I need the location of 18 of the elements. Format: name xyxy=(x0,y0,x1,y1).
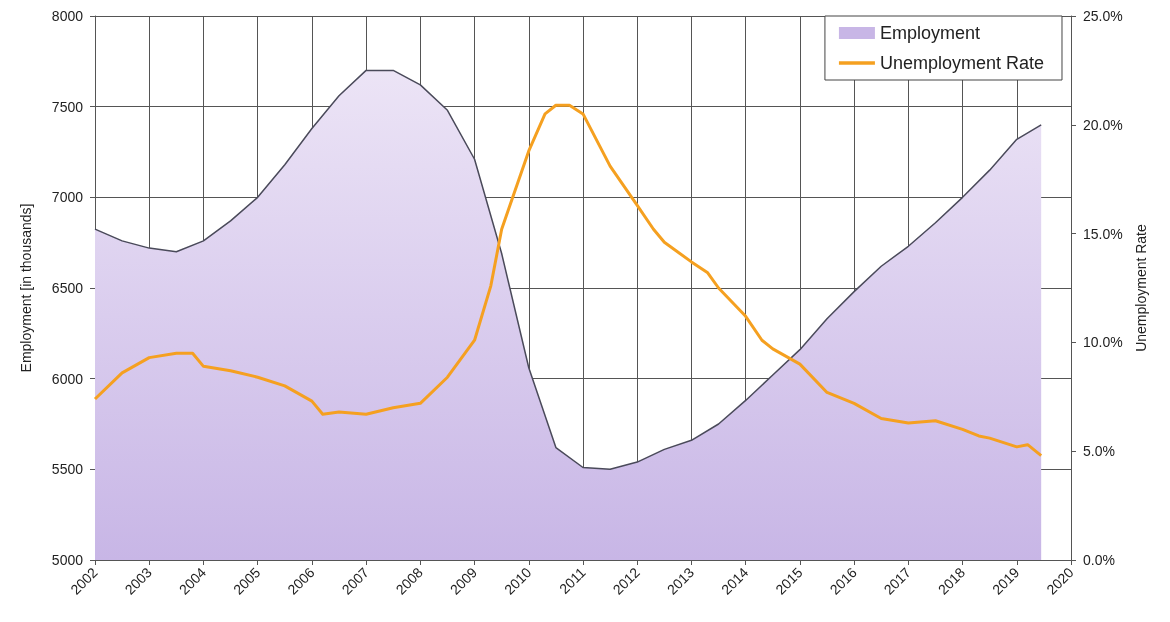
y-tick-label: 5000 xyxy=(51,552,84,568)
y-tick-label: 7500 xyxy=(51,98,84,115)
y-tick-label: 8000 xyxy=(51,8,84,24)
legend-label: Employment xyxy=(879,23,980,43)
y2-tick-label: 5.0% xyxy=(1083,443,1115,460)
y-axis-title: Employment [in thousands] xyxy=(18,203,34,373)
y-tick-label: 6500 xyxy=(51,280,84,296)
y2-axis-title: Unemployment Rate xyxy=(1132,223,1149,352)
y2-tick-label: 20.0% xyxy=(1083,116,1123,133)
line-series xyxy=(93,103,1043,458)
y2-tick-label: 25.0% xyxy=(1083,8,1123,24)
y-tick-label: 7000 xyxy=(51,189,84,206)
y2-tick-label: 0.0% xyxy=(1083,552,1115,568)
y-tick-label: 5500 xyxy=(51,461,84,478)
y2-tick-label: 15.0% xyxy=(1083,225,1123,242)
y2-tick-label: 10.0% xyxy=(1083,334,1123,351)
y-tick-label: 6000 xyxy=(51,370,84,387)
legend-label: Unemployment Rate xyxy=(879,53,1044,73)
